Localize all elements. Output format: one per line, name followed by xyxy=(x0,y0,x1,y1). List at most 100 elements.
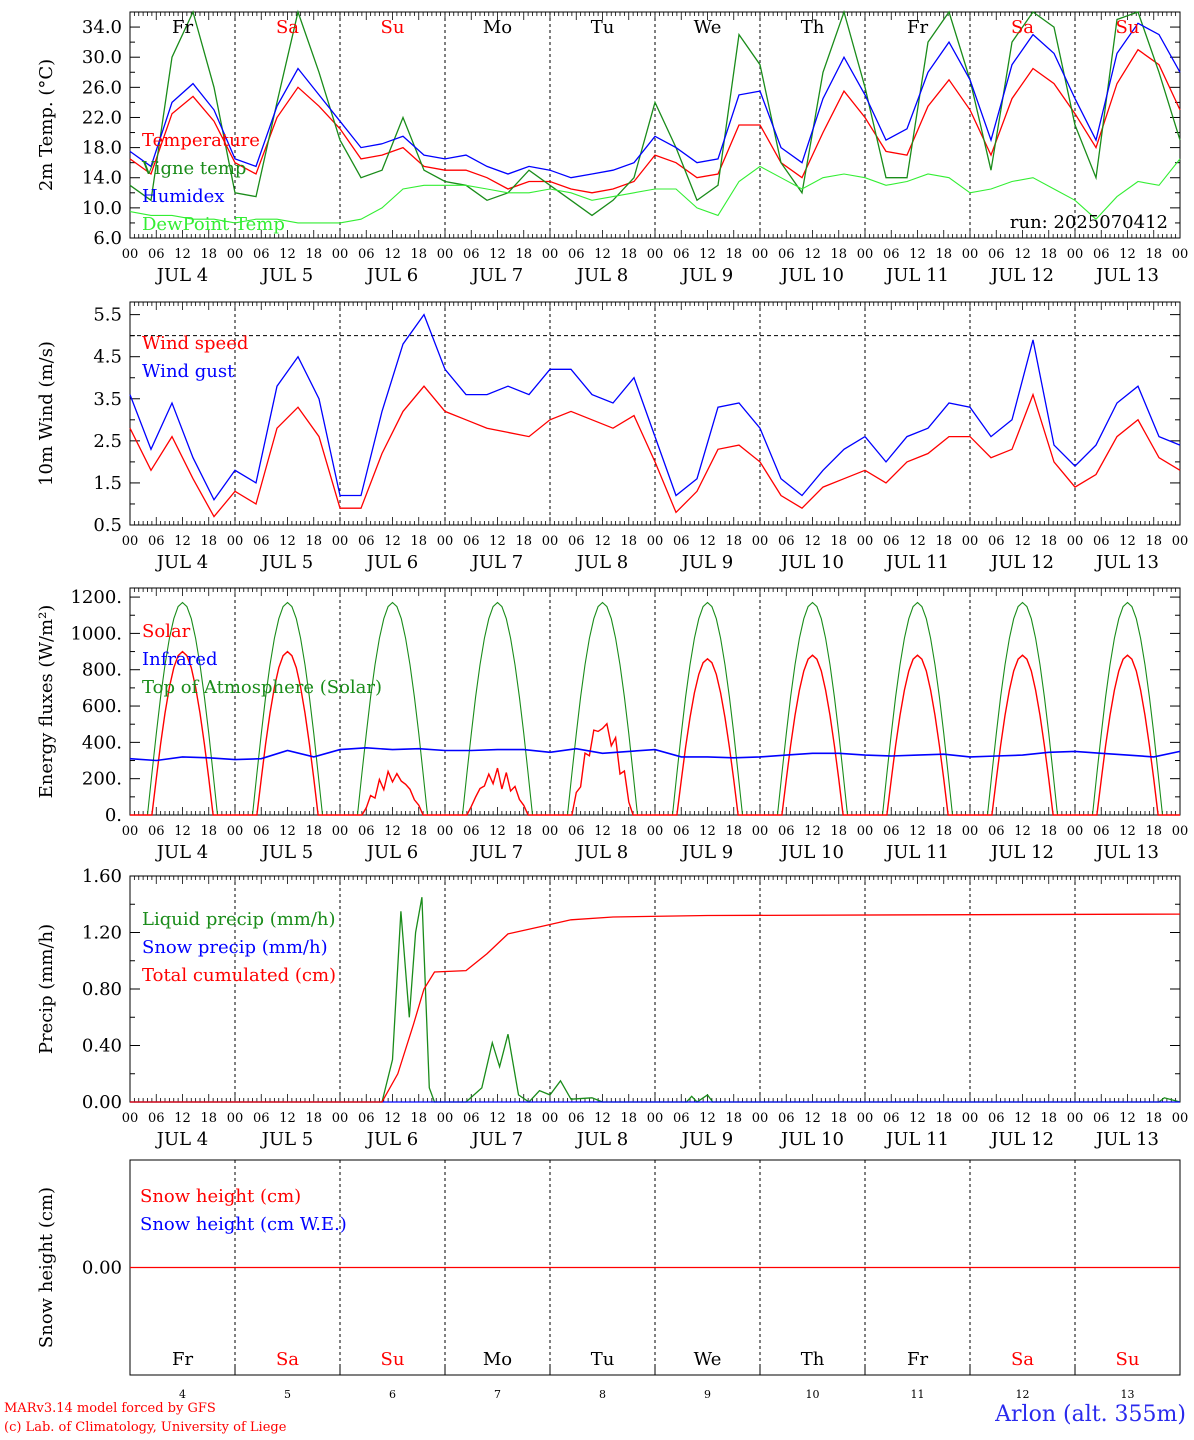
hour-label: 18 xyxy=(1145,247,1162,262)
hour-label: 18 xyxy=(305,824,322,839)
weekday-label: Sa xyxy=(276,17,299,38)
hour-label: 12 xyxy=(1119,247,1136,262)
y-tick-label: 0.00 xyxy=(82,1258,122,1279)
hour-label: 00 xyxy=(227,534,244,549)
day-label: JUL 11 xyxy=(884,1129,949,1150)
hour-label: 18 xyxy=(305,247,322,262)
hour-label: 00 xyxy=(752,824,769,839)
hour-label: 00 xyxy=(437,247,454,262)
hour-label: 00 xyxy=(437,534,454,549)
day-label: JUL 4 xyxy=(155,842,209,863)
series-vigne-temp xyxy=(129,9,1181,217)
hour-label: 12 xyxy=(1119,534,1136,549)
hour-label: 00 xyxy=(1172,247,1189,262)
series-wind-gust xyxy=(129,313,1181,502)
day-label: JUL 4 xyxy=(155,1129,209,1150)
panel-2 xyxy=(129,301,1181,526)
hour-label: 06 xyxy=(1093,534,1110,549)
hour-label: 06 xyxy=(1093,824,1110,839)
hour-label: 18 xyxy=(830,824,847,839)
hour-label: 00 xyxy=(1172,1111,1189,1126)
hour-label: 12 xyxy=(594,534,611,549)
y-tick-label: 34.0 xyxy=(82,17,122,38)
hour-label: 12 xyxy=(279,534,296,549)
hour-label: 12 xyxy=(594,1111,611,1126)
day-label: JUL 9 xyxy=(680,1129,734,1150)
day-number-label: 9 xyxy=(704,1388,711,1400)
hour-label: 18 xyxy=(935,247,952,262)
y-tick-label: 10.0 xyxy=(82,198,122,219)
legend-entry: Infrared xyxy=(142,649,217,670)
legend-entry: Top of Atmosphere (Solar) xyxy=(142,677,382,698)
y-tick-label: 30.0 xyxy=(82,47,122,68)
y-axis-title: Snow height (cm) xyxy=(36,1187,57,1348)
panel-4 xyxy=(129,875,1181,1103)
hour-label: 12 xyxy=(384,534,401,549)
hour-label: 18 xyxy=(1145,824,1162,839)
day-label: JUL 7 xyxy=(470,265,524,286)
hour-label: 12 xyxy=(174,824,191,839)
hour-label: 18 xyxy=(410,534,427,549)
day-label: JUL 13 xyxy=(1094,1129,1159,1150)
day-label: JUL 11 xyxy=(884,265,949,286)
hour-label: 00 xyxy=(122,534,139,549)
hour-label: 12 xyxy=(279,247,296,262)
hour-label: 12 xyxy=(1014,824,1031,839)
weekday-label: Fr xyxy=(172,1349,193,1370)
day-number-label: 7 xyxy=(494,1388,501,1400)
legend-entry: Wind gust xyxy=(142,361,235,382)
weekday-label: Tu xyxy=(591,1349,615,1370)
series-liquid-precip-mm-h- xyxy=(130,897,1181,1103)
day-label: JUL 12 xyxy=(989,1129,1054,1150)
day-label: JUL 10 xyxy=(779,265,844,286)
hour-label: 12 xyxy=(1014,247,1031,262)
hour-label: 18 xyxy=(1040,824,1057,839)
hour-label: 00 xyxy=(332,1111,349,1126)
hour-label: 06 xyxy=(1093,247,1110,262)
hour-label: 00 xyxy=(1067,247,1084,262)
hour-label: 12 xyxy=(384,1111,401,1126)
day-label: JUL 12 xyxy=(989,842,1054,863)
hour-label: 12 xyxy=(699,247,716,262)
hour-label: 18 xyxy=(1145,1111,1162,1126)
hour-label: 00 xyxy=(227,1111,244,1126)
day-label: JUL 4 xyxy=(155,552,209,573)
hour-label: 12 xyxy=(699,1111,716,1126)
panel-1 xyxy=(129,9,1181,239)
day-label: JUL 8 xyxy=(575,842,629,863)
hour-label: 18 xyxy=(200,824,217,839)
hour-label: 18 xyxy=(620,824,637,839)
hour-label: 18 xyxy=(830,1111,847,1126)
hour-label: 00 xyxy=(752,534,769,549)
hour-label: 00 xyxy=(332,534,349,549)
weekday-label: Su xyxy=(1116,1349,1140,1370)
day-label: JUL 10 xyxy=(779,842,844,863)
day-label: JUL 5 xyxy=(260,1129,314,1150)
station-title: Arlon (alt. 355m) xyxy=(995,1402,1186,1427)
panel-5 xyxy=(129,1159,1181,1376)
legend-entry: Snow height (cm W.E.) xyxy=(140,1214,347,1235)
day-label: JUL 8 xyxy=(575,552,629,573)
day-label: JUL 7 xyxy=(470,842,524,863)
legend-entry: Temperature xyxy=(142,130,260,151)
hour-label: 06 xyxy=(778,1111,795,1126)
hour-label: 00 xyxy=(332,247,349,262)
series-total-cumulated-cm- xyxy=(130,913,1181,1103)
weekday-label: Sa xyxy=(276,1349,299,1370)
day-label: JUL 8 xyxy=(575,1129,629,1150)
hour-label: 18 xyxy=(305,1111,322,1126)
hour-label: 12 xyxy=(384,824,401,839)
weekday-label: Sa xyxy=(1011,1349,1034,1370)
y-tick-label: 6.0 xyxy=(93,228,122,249)
day-label: JUL 10 xyxy=(779,1129,844,1150)
day-label: JUL 6 xyxy=(365,552,419,573)
y-axis-title: 2m Temp. (°C) xyxy=(36,59,57,191)
day-label: JUL 6 xyxy=(365,1129,419,1150)
hour-label: 06 xyxy=(148,1111,165,1126)
hour-label: 12 xyxy=(279,1111,296,1126)
legend-entry: Snow height (cm) xyxy=(140,1186,301,1207)
weekday-label: We xyxy=(694,17,722,38)
hour-label: 12 xyxy=(489,1111,506,1126)
hour-label: 00 xyxy=(122,1111,139,1126)
day-label: JUL 11 xyxy=(884,842,949,863)
